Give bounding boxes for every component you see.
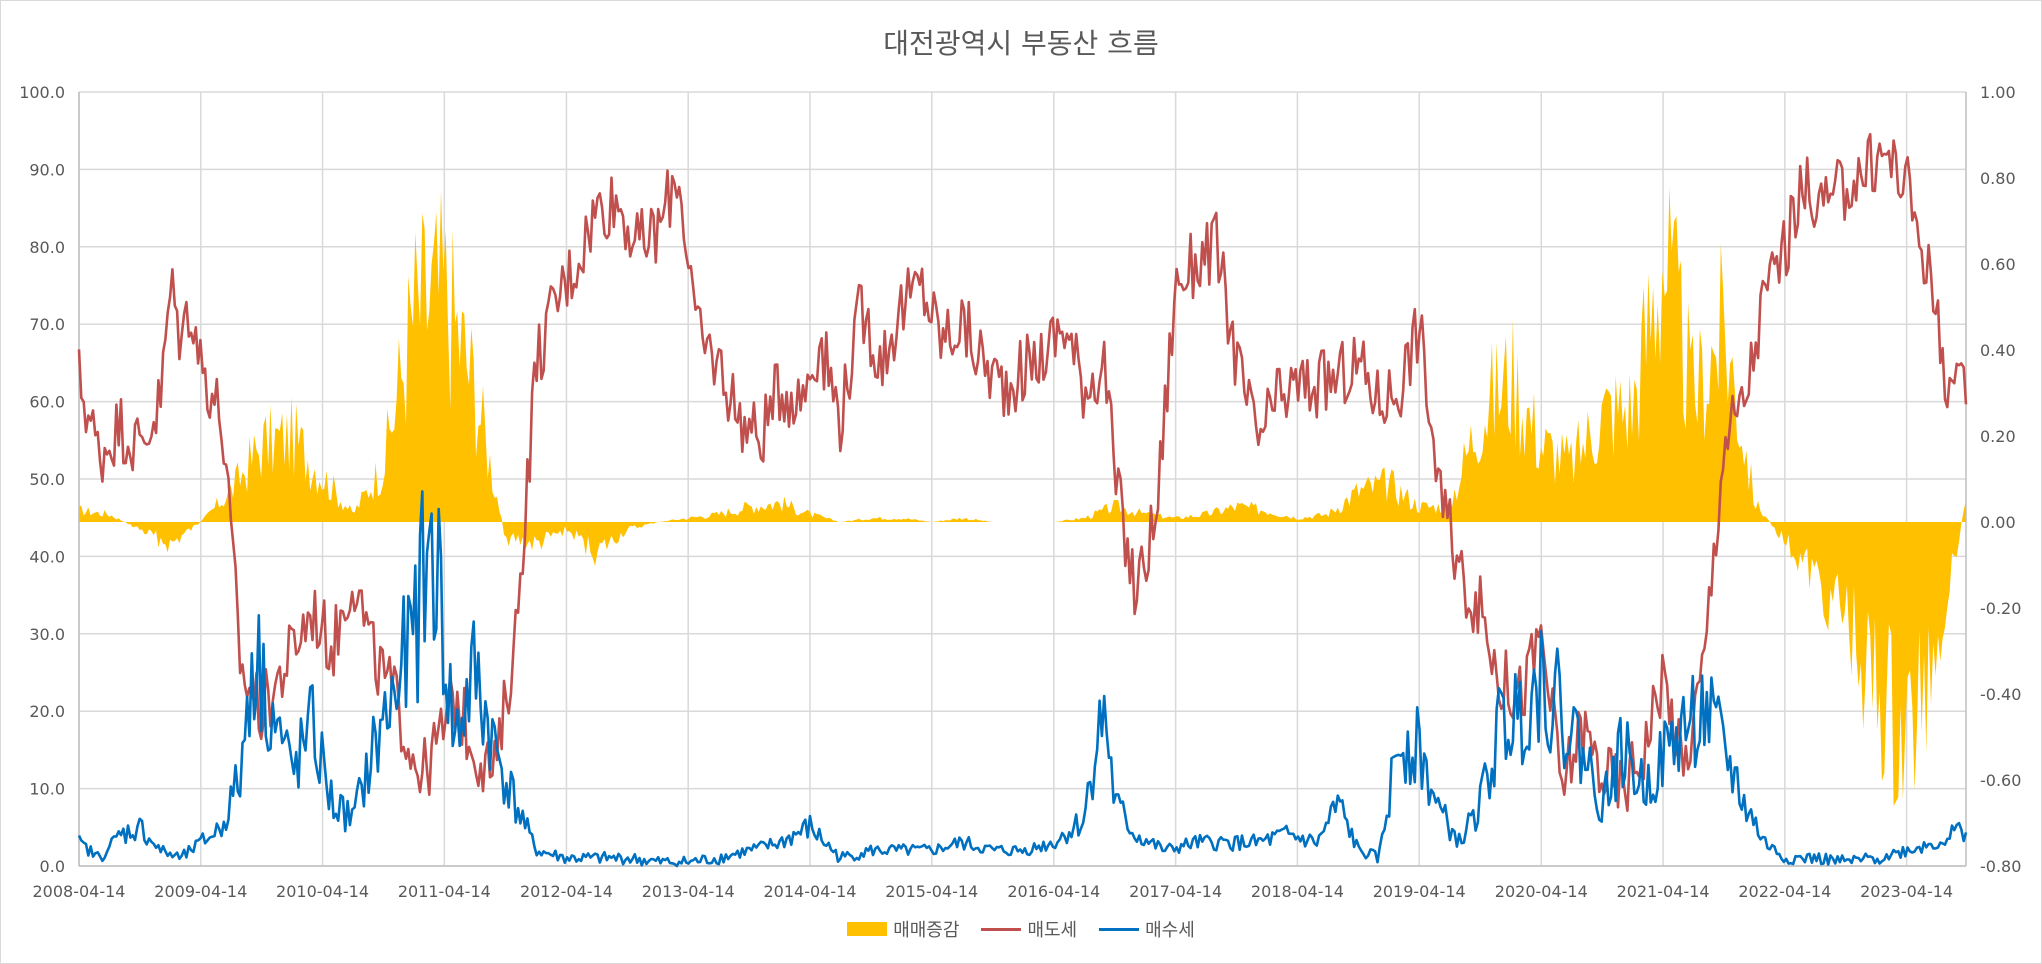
left-tick-label: 80.0 [29,238,65,257]
x-tick-label: 2020-04-14 [1495,882,1588,901]
area-layer [79,187,1966,806]
legend-item-area: 매매증감 [847,916,959,942]
x-tick-label: 2013-04-14 [642,882,735,901]
x-tick-label: 2022-04-14 [1738,882,1831,901]
legend-swatch-sell [981,927,1022,931]
x-tick-label: 2008-04-14 [33,882,126,901]
legend: 매매증감 매도세 매수세 [0,916,2042,942]
series-line-1 [77,132,1968,812]
x-tick-label: 2014-04-14 [763,882,856,901]
line-layer [77,132,1968,868]
right-tick-label: 0.00 [1980,513,2016,532]
left-tick-label: 0.0 [40,857,65,876]
x-tick-label: 2010-04-14 [276,882,369,901]
right-tick-label: -0.40 [1980,685,2021,704]
chart-title: 대전광역시 부동산 흐름 [883,27,1159,60]
right-tick-label: -0.80 [1980,857,2021,876]
x-tick-label: 2017-04-14 [1129,882,1222,901]
left-tick-label: 30.0 [29,625,65,644]
left-tick-label: 10.0 [29,780,65,799]
x-tick-label: 2011-04-14 [398,882,491,901]
x-tick-label: 2019-04-14 [1373,882,1466,901]
x-axis: 2008-04-14 2009-04-14 2010-04-14 2011-04-14… [33,882,1954,901]
series-line-2 [77,490,1968,868]
left-axis: 0.0 10.0 20.0 30.0 40.0 50.0 60.0 70.0 80.0 90.0 1… [19,83,65,876]
legend-label: 매매증감 [893,920,960,941]
legend-label: 매수세 [1145,920,1195,941]
right-tick-label: -0.20 [1980,599,2021,618]
legend-item-sell: 매도세 [981,916,1077,942]
series-area-0 [79,187,1966,806]
left-tick-label: 70.0 [29,315,65,334]
x-tick-label: 2012-04-14 [520,882,613,901]
right-tick-label: -0.60 [1980,771,2021,790]
left-tick-label: 50.0 [29,470,65,489]
legend-label: 매도세 [1027,920,1078,941]
x-tick-label: 2009-04-14 [154,882,247,901]
right-tick-label: 0.60 [1980,255,2016,274]
right-tick-label: 0.20 [1980,427,2016,446]
x-tick-label: 2023-04-14 [1860,882,1953,901]
right-axis: -0.80 -0.60 -0.40 -0.20 0.00 0.20 0.40 0.60 0.80… [1980,83,2021,876]
legend-swatch-buy [1099,927,1140,931]
left-tick-label: 90.0 [29,160,65,179]
legend-swatch-area [847,922,888,936]
right-tick-label: 0.40 [1980,341,2016,360]
x-tick-label: 2015-04-14 [885,882,978,901]
left-tick-label: 40.0 [29,547,65,566]
x-tick-label: 2018-04-14 [1251,882,1344,901]
left-tick-label: 60.0 [29,393,65,412]
x-tick-label: 2016-04-14 [1007,882,1100,901]
x-tick-label: 2021-04-14 [1617,882,1710,901]
left-tick-label: 100.0 [19,83,65,102]
legend-item-buy: 매수세 [1099,916,1195,942]
right-tick-label: 0.80 [1980,169,2016,188]
left-tick-label: 20.0 [29,702,65,721]
right-tick-label: 1.00 [1980,83,2016,102]
